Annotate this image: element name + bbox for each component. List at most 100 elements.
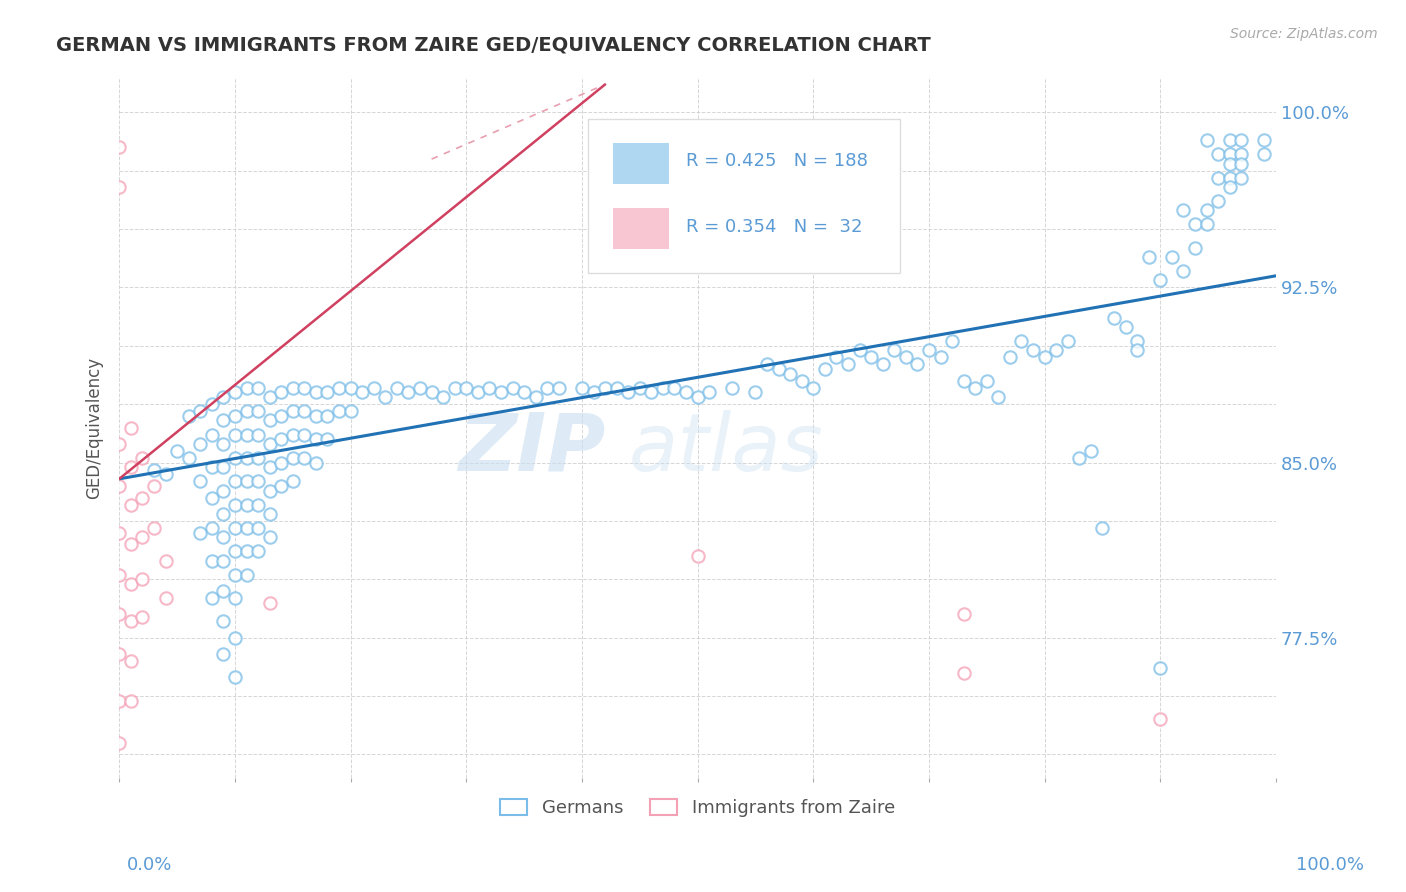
Point xyxy=(697,385,720,400)
Point xyxy=(374,390,396,404)
Point xyxy=(120,577,142,591)
Point xyxy=(292,450,315,465)
Point xyxy=(837,358,859,372)
Point xyxy=(292,381,315,395)
Point xyxy=(848,343,870,358)
Point xyxy=(259,413,281,427)
Point xyxy=(166,443,188,458)
Point xyxy=(155,467,177,482)
Point xyxy=(235,450,257,465)
Point xyxy=(1022,343,1045,358)
Point xyxy=(224,450,246,465)
Point xyxy=(235,404,257,418)
Point xyxy=(339,404,361,418)
Point xyxy=(1080,443,1102,458)
Point xyxy=(316,432,339,446)
Point xyxy=(259,390,281,404)
Point xyxy=(536,381,558,395)
Point xyxy=(976,374,998,388)
Point xyxy=(952,607,974,622)
Point xyxy=(316,385,339,400)
Point xyxy=(212,647,235,661)
Point xyxy=(247,544,270,558)
Point xyxy=(1033,351,1056,365)
Point xyxy=(177,450,200,465)
Point xyxy=(305,432,328,446)
Point xyxy=(941,334,963,348)
Point xyxy=(524,390,547,404)
Point xyxy=(270,432,292,446)
Point xyxy=(235,521,257,535)
Point xyxy=(224,544,246,558)
Point xyxy=(120,614,142,628)
Point xyxy=(987,390,1010,404)
Point xyxy=(1219,147,1241,161)
Point xyxy=(756,358,779,372)
Point xyxy=(212,483,235,498)
Point xyxy=(1069,450,1091,465)
Point xyxy=(259,437,281,451)
Point xyxy=(224,521,246,535)
Point xyxy=(571,381,593,395)
Point xyxy=(1195,133,1218,147)
Point xyxy=(292,427,315,442)
Point xyxy=(247,381,270,395)
Point xyxy=(1160,250,1182,264)
Point xyxy=(143,521,166,535)
Point xyxy=(686,549,709,563)
Point xyxy=(131,450,153,465)
Point xyxy=(259,507,281,521)
Point xyxy=(235,567,257,582)
Point xyxy=(1253,147,1275,161)
Point xyxy=(212,614,235,628)
Point xyxy=(1219,170,1241,185)
Point xyxy=(224,670,246,684)
Point xyxy=(1195,218,1218,232)
Point xyxy=(120,460,142,475)
Point xyxy=(952,374,974,388)
Point xyxy=(872,358,894,372)
Bar xyxy=(613,144,669,184)
Text: Source: ZipAtlas.com: Source: ZipAtlas.com xyxy=(1230,27,1378,41)
Point xyxy=(224,498,246,512)
Point xyxy=(131,572,153,586)
Point xyxy=(131,530,153,544)
Point xyxy=(1126,334,1149,348)
Point xyxy=(686,390,709,404)
Point xyxy=(155,591,177,605)
Text: GERMAN VS IMMIGRANTS FROM ZAIRE GED/EQUIVALENCY CORRELATION CHART: GERMAN VS IMMIGRANTS FROM ZAIRE GED/EQUI… xyxy=(56,36,931,54)
Point xyxy=(201,491,224,505)
Point xyxy=(409,381,432,395)
Point xyxy=(224,427,246,442)
Point xyxy=(235,474,257,488)
Point xyxy=(259,460,281,475)
Text: 100.0%: 100.0% xyxy=(1296,856,1364,874)
Point xyxy=(259,530,281,544)
Point xyxy=(281,427,304,442)
Point xyxy=(108,735,131,749)
Point xyxy=(108,607,131,622)
Point xyxy=(801,381,824,395)
Point xyxy=(108,647,131,661)
Point xyxy=(965,381,987,395)
Point xyxy=(1126,343,1149,358)
Point xyxy=(1149,273,1171,287)
Point xyxy=(513,385,536,400)
Bar xyxy=(613,209,669,249)
Point xyxy=(155,553,177,567)
Point xyxy=(224,409,246,423)
Point xyxy=(768,362,790,376)
Point xyxy=(385,381,408,395)
Point xyxy=(1056,334,1078,348)
Point xyxy=(224,474,246,488)
Point xyxy=(212,390,235,404)
Point xyxy=(108,437,131,451)
Point xyxy=(120,654,142,668)
Point xyxy=(744,385,766,400)
Point xyxy=(420,385,443,400)
Point xyxy=(1173,264,1195,278)
Point xyxy=(547,381,569,395)
Point xyxy=(270,479,292,493)
Point xyxy=(212,553,235,567)
Point xyxy=(201,460,224,475)
